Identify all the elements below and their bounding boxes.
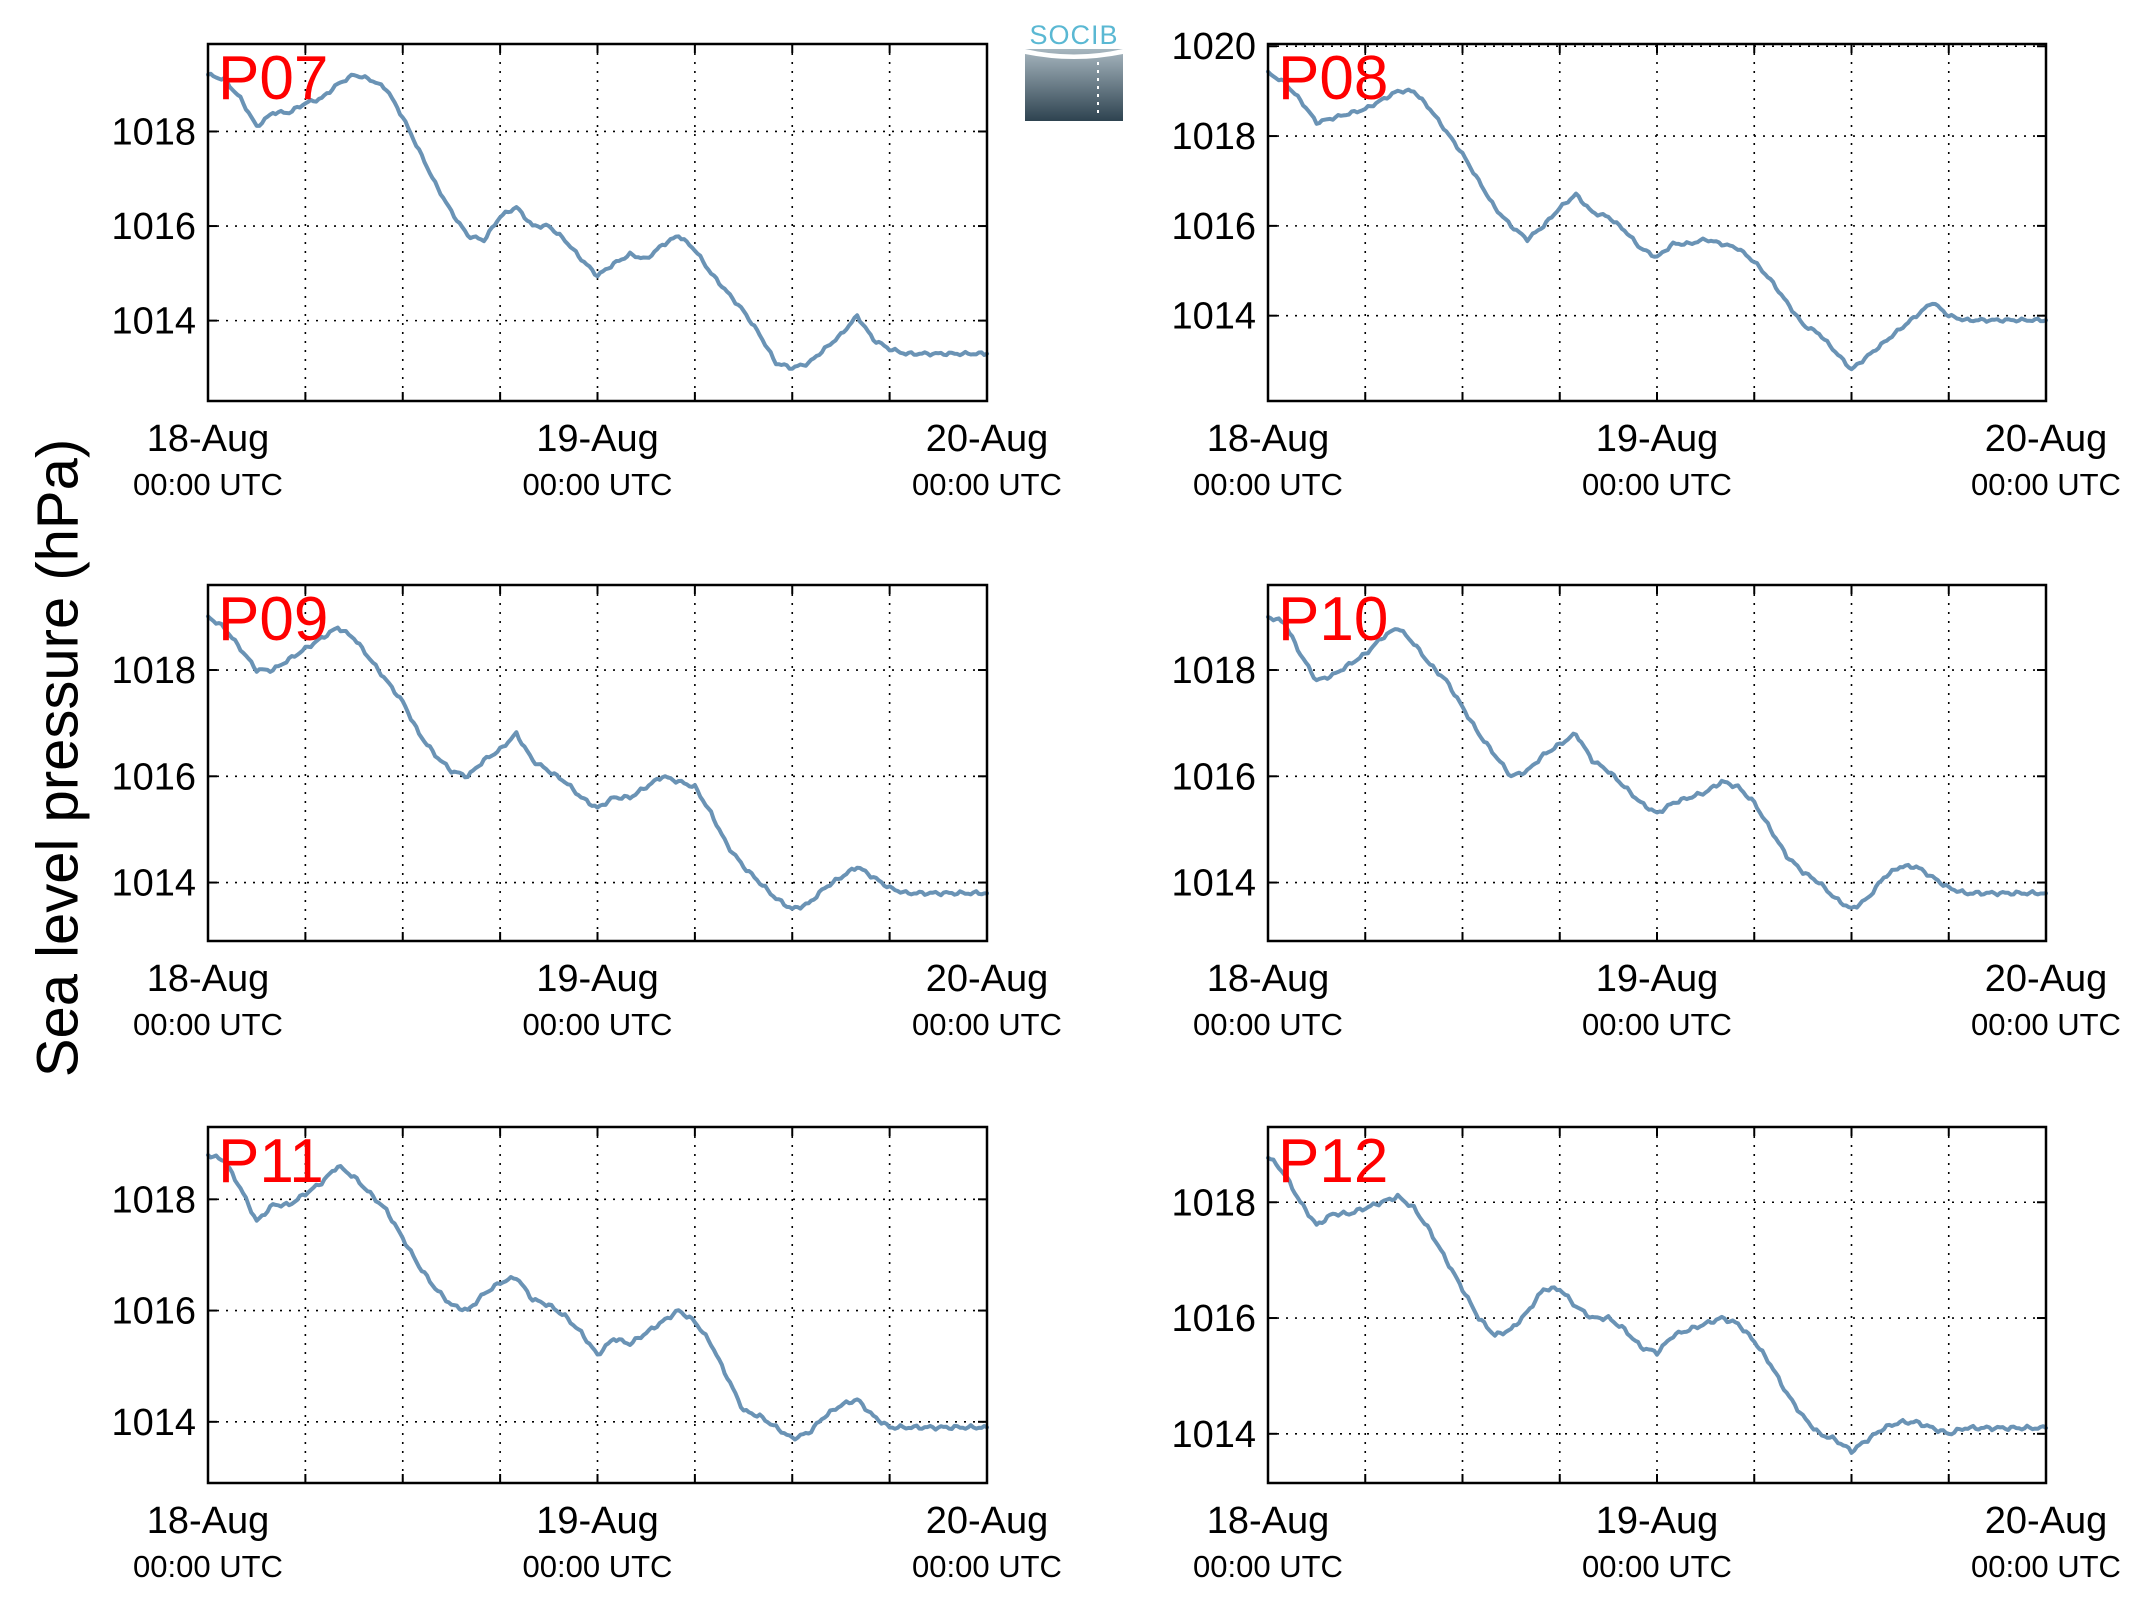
y-axis-label: Sea level pressure (hPa) [25, 438, 91, 1078]
y-tick-label: 1018 [111, 1179, 196, 1221]
y-tick-label: 1018 [111, 111, 196, 153]
y-tick-label: 1016 [111, 756, 196, 798]
x-tick-time-label: 00:00 UTC [1971, 1007, 2121, 1042]
x-tick-time-label: 00:00 UTC [133, 1549, 283, 1584]
series-line [1266, 1155, 2048, 1455]
x-tick-date-label: 20-Aug [926, 418, 1049, 460]
x-tick-date-label: 20-Aug [926, 958, 1049, 1000]
x-tick-date-label: 19-Aug [536, 418, 659, 460]
x-tick-date-label: 19-Aug [1596, 418, 1719, 460]
x-tick-date-label: 20-Aug [1985, 1500, 2108, 1542]
panel-title: P09 [218, 585, 328, 654]
plot-frame [206, 1125, 989, 1485]
y-tick-label: 1014 [111, 863, 196, 905]
x-tick-date-label: 18-Aug [147, 958, 270, 1000]
series-line [206, 1153, 989, 1442]
y-tick-label: 1020 [1171, 26, 1256, 68]
y-tick-label: 1016 [1171, 1298, 1256, 1340]
x-tick-time-label: 00:00 UTC [1971, 467, 2121, 502]
series-line [206, 614, 989, 911]
panel-p09: 1014 1016 1018 18-Aug 00:00 UTC 19-Aug 00:00 U… [111, 583, 1062, 1042]
panel-title: P07 [218, 44, 328, 113]
x-tick-time-label: 00:00 UTC [523, 1549, 673, 1584]
plot-frame [1266, 42, 2048, 403]
x-tick-time-label: 00:00 UTC [1193, 467, 1343, 502]
y-tick-label: 1014 [1171, 863, 1256, 905]
y-tick-label: 1014 [1171, 1414, 1256, 1456]
y-tick-label: 1016 [1171, 206, 1256, 248]
plot-frame [206, 583, 989, 943]
panel-title: P11 [218, 1127, 324, 1196]
y-tick-label: 1016 [1171, 756, 1256, 798]
x-tick-time-label: 00:00 UTC [1193, 1007, 1343, 1042]
y-tick-label: 1018 [1171, 650, 1256, 692]
x-tick-time-label: 00:00 UTC [1582, 467, 1732, 502]
x-tick-time-label: 00:00 UTC [912, 467, 1062, 502]
x-tick-time-label: 00:00 UTC [133, 467, 283, 502]
series-line [1266, 614, 2048, 910]
y-tick-label: 1014 [111, 301, 196, 343]
x-tick-time-label: 00:00 UTC [523, 1007, 673, 1042]
x-tick-date-label: 18-Aug [147, 1500, 270, 1542]
x-tick-date-label: 18-Aug [1207, 1500, 1330, 1542]
panel-p10: 1014 1016 1018 18-Aug 00:00 UTC 19-Aug 00:00 U… [1171, 583, 2121, 1042]
series-line [206, 71, 989, 371]
x-tick-date-label: 19-Aug [1596, 1500, 1719, 1542]
x-tick-date-label: 20-Aug [1985, 418, 2108, 460]
panel-p12: 1014 1016 1018 18-Aug 00:00 UTC 19-Aug 00:00 U… [1171, 1125, 2121, 1584]
x-tick-time-label: 00:00 UTC [1582, 1549, 1732, 1584]
panel-title: P10 [1278, 585, 1388, 654]
panel-p07: 1014 1016 1018 18-Aug 00:00 UTC 19-Aug 00:00 U… [111, 42, 1062, 502]
plot-frame [1266, 583, 2048, 943]
panel-p08: 1014 1016 1018 1020 18-Aug 00:00 UTC 19-Aug 00:… [1171, 26, 2121, 502]
x-tick-time-label: 00:00 UTC [133, 1007, 283, 1042]
x-tick-date-label: 18-Aug [147, 418, 270, 460]
y-tick-label: 1016 [111, 206, 196, 248]
y-tick-label: 1018 [111, 650, 196, 692]
x-tick-date-label: 18-Aug [1207, 418, 1330, 460]
x-tick-time-label: 00:00 UTC [912, 1549, 1062, 1584]
logo-block [1025, 49, 1123, 121]
panel-title: P08 [1278, 44, 1388, 113]
x-tick-time-label: 00:00 UTC [912, 1007, 1062, 1042]
series-line [1266, 69, 2048, 372]
socib-logo: SOCIB [1025, 20, 1123, 121]
panel-title: P12 [1278, 1127, 1388, 1196]
plot-frame [206, 42, 989, 403]
x-tick-date-label: 20-Aug [1985, 958, 2108, 1000]
x-tick-time-label: 00:00 UTC [1971, 1549, 2121, 1584]
x-tick-date-label: 19-Aug [536, 1500, 659, 1542]
y-tick-label: 1016 [111, 1291, 196, 1333]
y-tick-label: 1014 [1171, 296, 1256, 338]
logo-text: SOCIB [1029, 20, 1118, 50]
y-tick-label: 1014 [111, 1402, 196, 1444]
x-tick-time-label: 00:00 UTC [1193, 1549, 1343, 1584]
x-tick-date-label: 19-Aug [1596, 958, 1719, 1000]
logo-wave [1025, 49, 1123, 59]
plot-frame [1266, 1125, 2048, 1485]
x-tick-time-label: 00:00 UTC [1582, 1007, 1732, 1042]
panel-p11: 1014 1016 1018 18-Aug 00:00 UTC 19-Aug 00:00 U… [111, 1125, 1062, 1584]
y-tick-label: 1018 [1171, 116, 1256, 158]
x-tick-date-label: 20-Aug [926, 1500, 1049, 1542]
x-tick-date-label: 19-Aug [536, 958, 659, 1000]
x-tick-date-label: 18-Aug [1207, 958, 1330, 1000]
x-tick-time-label: 00:00 UTC [523, 467, 673, 502]
y-tick-label: 1018 [1171, 1182, 1256, 1224]
